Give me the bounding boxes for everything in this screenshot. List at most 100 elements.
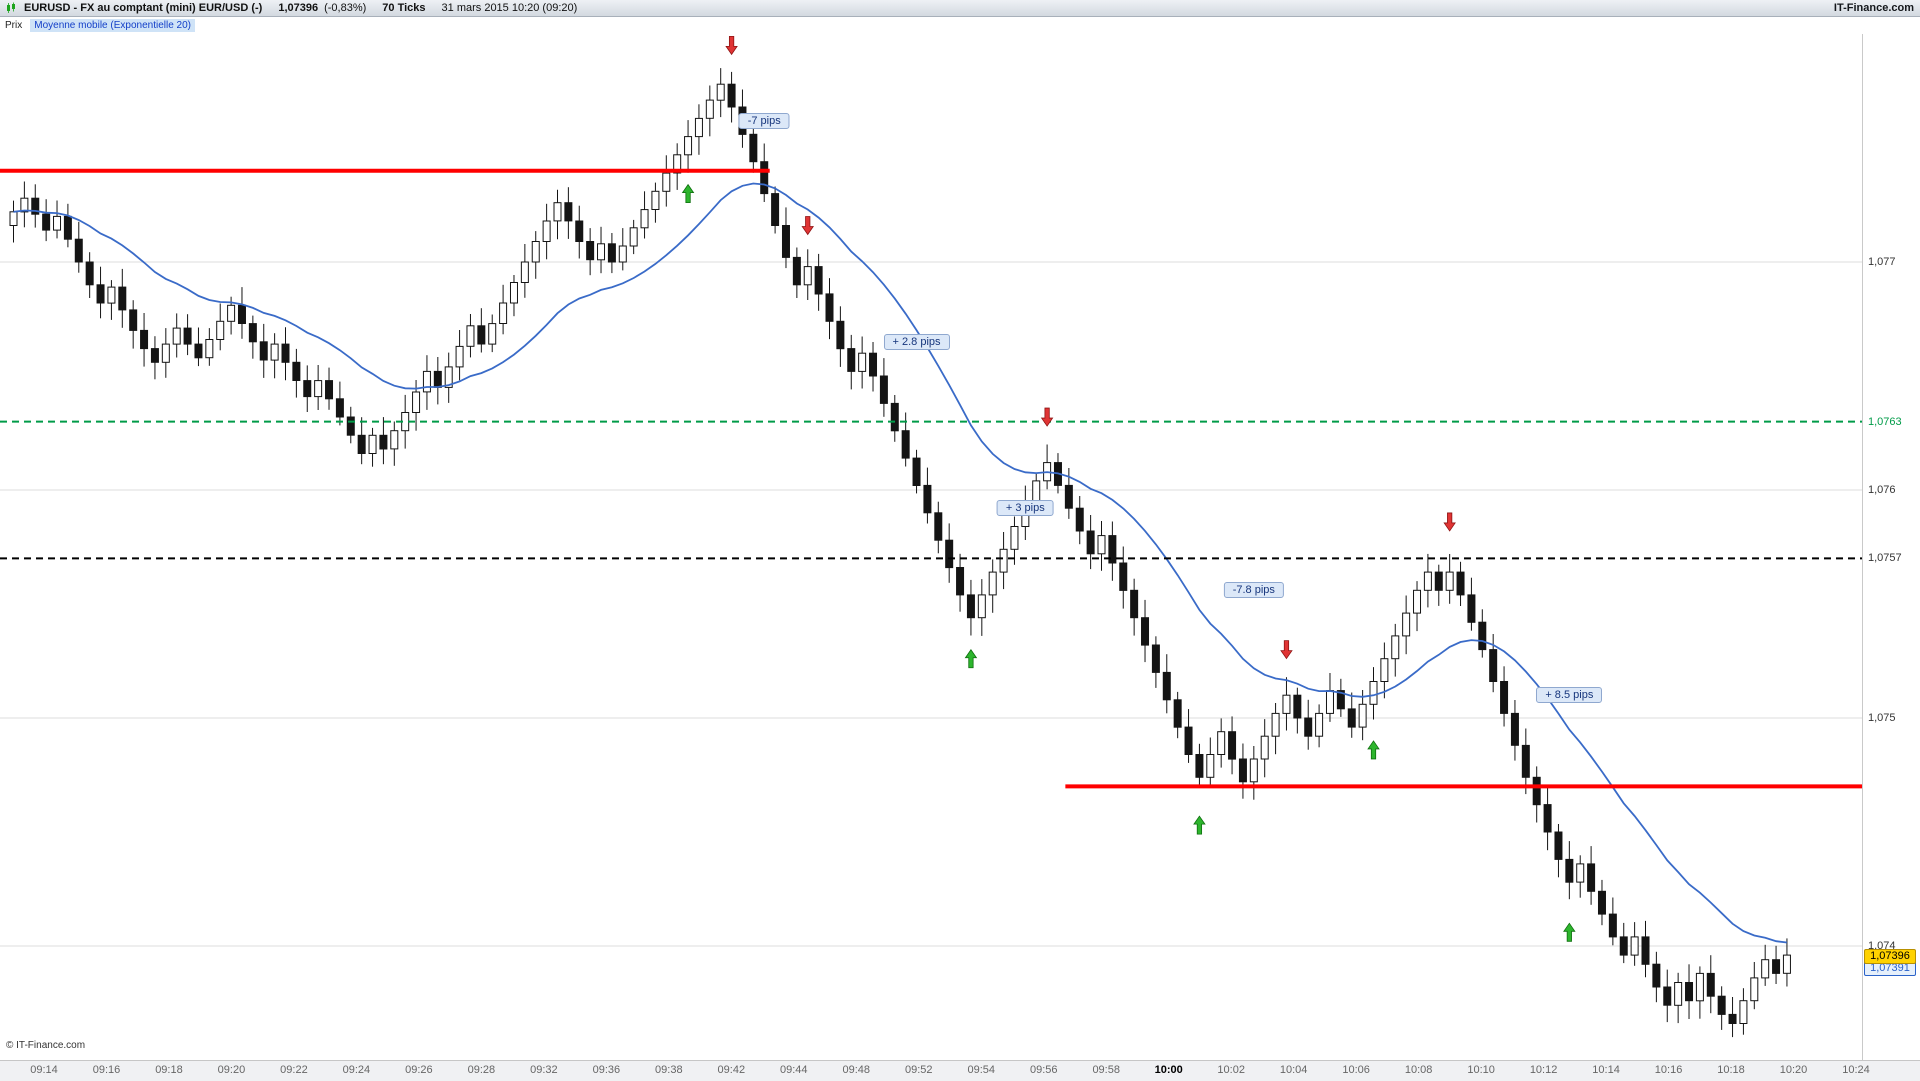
candle-up bbox=[1576, 863, 1585, 883]
time-label: 10:10 bbox=[1467, 1064, 1495, 1076]
candle-up bbox=[694, 117, 703, 138]
candle-down bbox=[1500, 681, 1509, 714]
chart-canvas[interactable] bbox=[0, 34, 1862, 1060]
candle-down bbox=[1108, 535, 1117, 564]
candle-down bbox=[792, 256, 801, 286]
candle-up bbox=[466, 325, 475, 347]
time-label: 09:14 bbox=[30, 1064, 58, 1076]
candle-up bbox=[716, 83, 725, 101]
time-label: 09:32 bbox=[530, 1064, 558, 1076]
candle-down bbox=[325, 380, 334, 400]
candle-down bbox=[1075, 507, 1084, 532]
candle-up bbox=[455, 345, 464, 368]
title-timeframe: 70 Ticks bbox=[382, 2, 426, 14]
instrument-title: EURUSD - FX au comptant (mini) EUR/USD (… bbox=[24, 2, 263, 14]
candle-down bbox=[237, 304, 246, 324]
candle-down bbox=[1064, 484, 1073, 509]
candle-down bbox=[923, 484, 932, 514]
candle-down bbox=[760, 161, 769, 195]
time-label: 09:36 bbox=[592, 1064, 621, 1076]
candle-up bbox=[1391, 635, 1400, 660]
time-label: 10:08 bbox=[1404, 1064, 1433, 1076]
time-label: 10:00 bbox=[1154, 1064, 1183, 1076]
candle-up bbox=[803, 266, 812, 286]
candle-down bbox=[607, 243, 616, 263]
time-label: 09:58 bbox=[1092, 1064, 1120, 1076]
candle-up bbox=[1413, 589, 1422, 614]
candle-down bbox=[1195, 754, 1204, 778]
candle-down bbox=[129, 309, 138, 331]
candle-down bbox=[1685, 982, 1694, 1002]
chart-app-icon bbox=[7, 2, 15, 13]
candle-up bbox=[553, 202, 562, 222]
candle-down bbox=[1086, 530, 1095, 555]
candle-down bbox=[183, 327, 192, 345]
ema-line bbox=[13, 182, 1788, 944]
candle-up bbox=[1761, 959, 1770, 979]
indicator-label[interactable]: Moyenne mobile (Exponentielle 20) bbox=[30, 19, 195, 32]
candle-up bbox=[1315, 712, 1324, 737]
time-label: 09:22 bbox=[280, 1064, 308, 1076]
candle-down bbox=[1543, 804, 1552, 833]
candle-down bbox=[586, 241, 595, 261]
indicator-row: Prix Moyenne mobile (Exponentielle 20) bbox=[0, 17, 1920, 34]
ema-price-badge: 1,07391 bbox=[1864, 960, 1916, 976]
candle-down bbox=[1706, 972, 1715, 997]
candle-up bbox=[640, 209, 649, 229]
candle-up bbox=[1249, 758, 1258, 783]
buy-arrow-icon bbox=[681, 183, 695, 203]
candle-down bbox=[738, 106, 747, 135]
candle-down bbox=[433, 370, 442, 388]
candle-down bbox=[1652, 963, 1661, 988]
candle-up bbox=[651, 190, 660, 211]
candle-up bbox=[1750, 977, 1759, 1002]
candle-up bbox=[1271, 712, 1280, 737]
candle-up bbox=[270, 343, 279, 361]
candle-down bbox=[575, 220, 584, 242]
candle-down bbox=[836, 320, 845, 350]
candle-up bbox=[1358, 703, 1367, 728]
candle-down bbox=[248, 323, 257, 343]
copyright-label: © IT-Finance.com bbox=[6, 1040, 86, 1051]
candle-down bbox=[1772, 959, 1781, 974]
candle-up bbox=[412, 391, 421, 413]
candle-down bbox=[1467, 594, 1476, 623]
candle-up bbox=[1369, 681, 1378, 705]
candle-up bbox=[977, 594, 986, 619]
title-bar: EURUSD - FX au comptant (mini) EUR/USD (… bbox=[0, 0, 1920, 17]
candle-down bbox=[1489, 649, 1498, 682]
candle-up bbox=[1674, 982, 1683, 1006]
candle-down bbox=[259, 341, 268, 361]
candle-up bbox=[444, 366, 453, 388]
price-label: 1,075 bbox=[1868, 712, 1896, 724]
candle-down bbox=[42, 213, 51, 231]
candle-up bbox=[1402, 612, 1411, 637]
candle-down bbox=[825, 293, 834, 322]
candle-down bbox=[890, 402, 899, 432]
title-datetime: 31 mars 2015 10:20 (09:20) bbox=[441, 2, 578, 14]
candle-down bbox=[1173, 699, 1182, 728]
candle-down bbox=[847, 348, 856, 372]
time-label: 10:18 bbox=[1717, 1064, 1745, 1076]
candle-down bbox=[1141, 617, 1150, 646]
candle-down bbox=[150, 348, 159, 363]
title-last-price: 1,07396 bbox=[278, 2, 319, 14]
price-axis[interactable]: 1,077 1,0763 1,076 1,0757 1,075 1,074 1,07396 1… bbox=[1862, 34, 1920, 1060]
candle-up bbox=[107, 286, 116, 304]
candle-down bbox=[966, 594, 975, 619]
candle-down bbox=[140, 329, 149, 350]
time-label: 09:16 bbox=[92, 1064, 121, 1076]
time-axis[interactable]: 09:14 09:16 09:18 09:20 09:22 09:24 09:26 09:28… bbox=[0, 1060, 1920, 1081]
candle-up bbox=[1021, 503, 1030, 528]
price-label: 1,076 bbox=[1868, 484, 1896, 496]
candle-up bbox=[368, 434, 377, 454]
candle-up bbox=[422, 370, 431, 393]
candle-up bbox=[662, 172, 671, 192]
time-label: 09:26 bbox=[405, 1064, 433, 1076]
candle-up bbox=[542, 220, 551, 242]
time-label: 09:54 bbox=[967, 1064, 995, 1076]
title-change-percent: (-0,83%) bbox=[324, 2, 367, 14]
candle-down bbox=[1228, 731, 1237, 760]
time-label: 09:56 bbox=[1029, 1064, 1058, 1076]
candle-down bbox=[879, 375, 888, 404]
